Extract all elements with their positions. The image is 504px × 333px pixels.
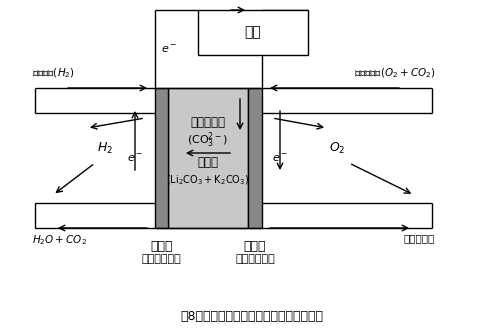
Text: 負荷: 負荷: [244, 26, 262, 40]
Text: $H_2$: $H_2$: [97, 141, 113, 156]
Text: 酸化剤ガス$(O_2+CO_2)$: 酸化剤ガス$(O_2+CO_2)$: [353, 66, 435, 80]
Bar: [248, 88, 262, 228]
Text: $e^-$: $e^-$: [127, 153, 143, 164]
Text: 空気極: 空気極: [244, 240, 266, 253]
Text: $e^-$: $e^-$: [272, 153, 288, 164]
Text: （アノード）: （アノード）: [142, 254, 181, 264]
Text: 燃料ガス$(H_2)$: 燃料ガス$(H_2)$: [32, 66, 75, 80]
Text: $(\mathrm{CO_3^{2-}})$: $(\mathrm{CO_3^{2-}})$: [187, 130, 229, 150]
Bar: [155, 88, 168, 228]
Text: $O_2$: $O_2$: [329, 141, 345, 156]
Text: $H_2O+CO_2$: $H_2O+CO_2$: [32, 233, 87, 247]
Bar: [168, 88, 248, 228]
Text: 燃料極: 燃料極: [150, 240, 173, 253]
Bar: [198, 10, 308, 55]
Text: 炭酸イオン: 炭酸イオン: [191, 117, 225, 130]
Text: $(\mathrm{Li_2CO_3+K_2CO_3})$: $(\mathrm{Li_2CO_3+K_2CO_3})$: [166, 173, 249, 187]
Text: （カソード）: （カソード）: [235, 254, 275, 264]
Text: $e^-$: $e^-$: [161, 43, 177, 55]
Text: 電解質: 電解質: [198, 157, 219, 169]
Text: 第8図　溶融炭酸塩形燃料電池の動作原理: 第8図 溶融炭酸塩形燃料電池の動作原理: [180, 310, 324, 323]
Text: 未反応ガス: 未反応ガス: [404, 233, 435, 243]
